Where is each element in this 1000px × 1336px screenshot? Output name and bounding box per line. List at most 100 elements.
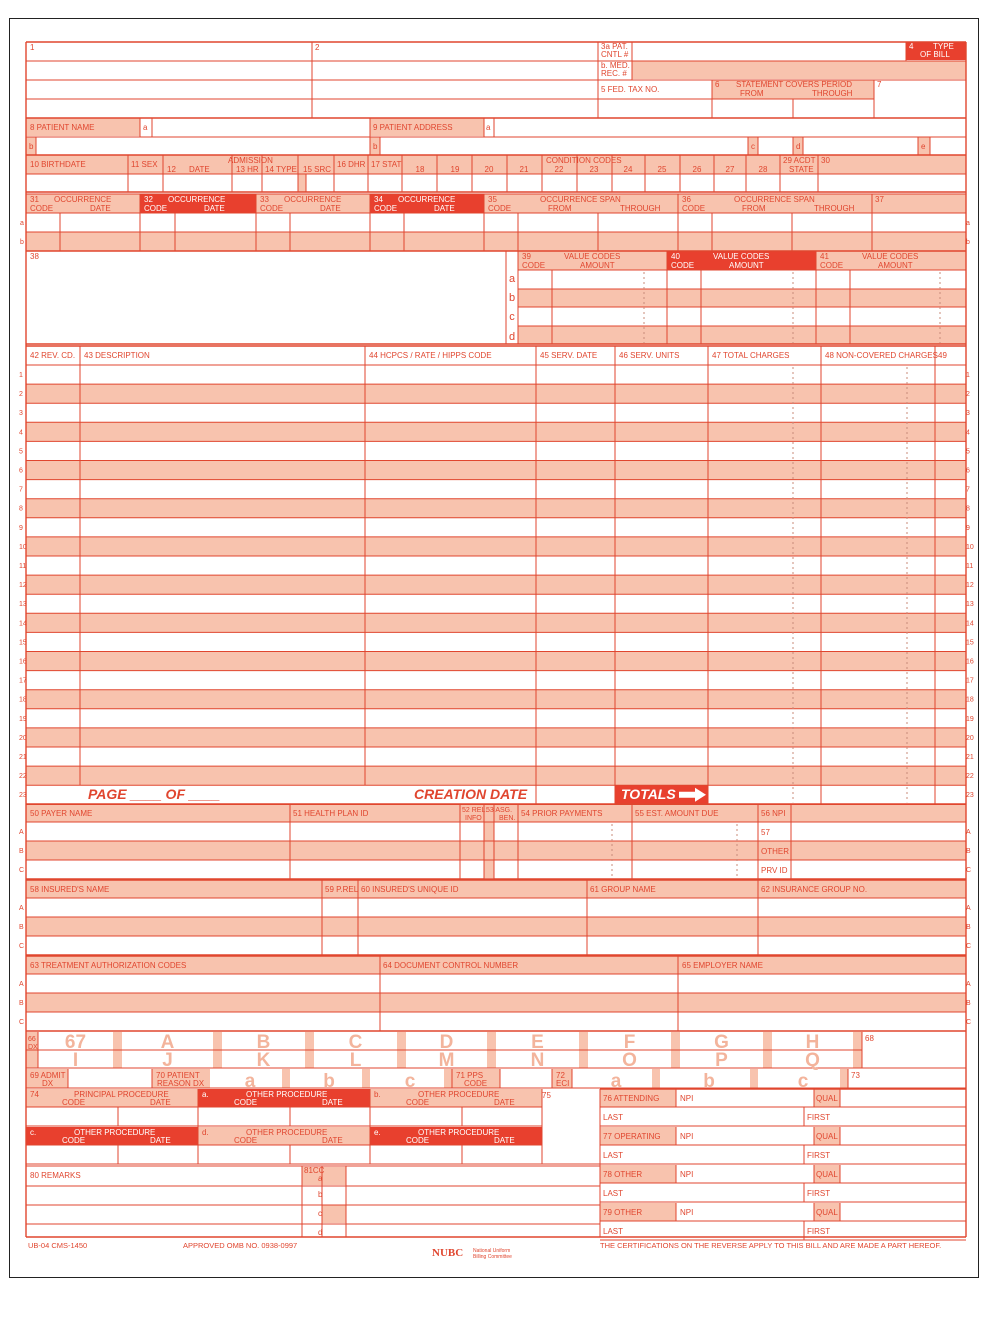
line-number: 1	[966, 372, 970, 379]
line-number: 16	[19, 659, 27, 666]
value-row-letter: b	[509, 292, 515, 304]
eci-label: 72	[556, 1071, 565, 1080]
group-name-label: 61 GROUP NAME	[590, 885, 656, 894]
procedure-title: OTHER PROCEDURE	[246, 1090, 327, 1099]
dx-separator	[444, 1069, 452, 1088]
address-e	[918, 137, 930, 155]
dx-slot-letter: C	[349, 1032, 363, 1053]
patient-address-header	[370, 118, 484, 136]
serv-date-label: 45 SERV. DATE	[540, 351, 597, 360]
line-number: 12	[19, 582, 27, 589]
procedure-title: OTHER PROCEDURE	[246, 1128, 327, 1137]
qual-shade	[814, 1203, 840, 1221]
patient-name-b-label: b	[29, 142, 34, 151]
procedure-code-label: CODE	[406, 1136, 429, 1145]
dx-separator	[652, 1069, 660, 1088]
type-of-bill-label: 4	[909, 42, 914, 51]
condition-code-num: 26	[693, 165, 702, 174]
nubc-subtitle: National Uniform	[473, 1248, 510, 1254]
physician-label: 76 ATTENDING	[603, 1094, 659, 1103]
med-rec-field[interactable]	[632, 61, 966, 79]
prior-payments-label: 54 PRIOR PAYMENTS	[521, 809, 603, 818]
line-number: 4	[966, 429, 970, 436]
service-line-shade	[26, 766, 966, 786]
line-number: 15	[966, 639, 974, 646]
procedure-date-label: DATE	[494, 1136, 515, 1145]
value-code-num: 39	[522, 252, 531, 261]
line-number: 22	[19, 773, 27, 780]
line-number: 22	[966, 773, 974, 780]
line-number: 23	[19, 792, 27, 799]
patient-name-header	[26, 118, 140, 136]
line-number: 13	[966, 601, 974, 608]
dx-separator	[840, 1069, 848, 1088]
line-number: 23	[966, 792, 974, 799]
service-line-shade	[26, 689, 966, 709]
dx-separator	[362, 1069, 370, 1088]
span-num: 36	[682, 195, 691, 204]
condition-code-num: 22	[555, 165, 564, 174]
payer-row-letter: C	[966, 867, 971, 874]
address-b	[370, 137, 380, 155]
other-procedure-e-header	[370, 1127, 542, 1145]
totals-arrow-icon	[679, 787, 706, 802]
procedure-num: 74	[30, 1090, 39, 1099]
condition-code-num: 23	[590, 165, 599, 174]
physician-qual-label: QUAL	[816, 1170, 838, 1179]
cc-code-shade	[322, 1205, 346, 1223]
physician-last-label: LAST	[603, 1189, 623, 1198]
occurrence-num: 34	[374, 195, 383, 204]
omb-number: APPROVED OMB NO. 0938-0997	[183, 1241, 297, 1250]
physician-label: 79 OTHER	[603, 1208, 642, 1217]
totals-label: TOTALS	[621, 786, 676, 802]
service-line-shade	[26, 651, 966, 671]
procedure-title: OTHER PROCEDURE	[74, 1128, 155, 1137]
patient-reason-label: REASON DX	[157, 1079, 205, 1088]
acdt-state-label: 29 ACDT	[783, 156, 816, 165]
line-number: 7	[19, 487, 23, 494]
row10-header	[26, 155, 966, 174]
line-number: 2	[19, 391, 23, 398]
line-number: 13	[19, 601, 27, 608]
stat-label: 17 STAT	[371, 160, 401, 169]
procedure-code-label: CODE	[406, 1098, 429, 1107]
occurrence-title: OCCURRENCE	[168, 195, 225, 204]
value-row-letter: d	[509, 331, 515, 343]
condition-code-num: 28	[759, 165, 768, 174]
statement-period-label: 6	[715, 80, 720, 89]
occurrence-code-label: CODE	[30, 204, 53, 213]
hcpcs-label: 44 HCPCS / RATE / HIPPS CODE	[369, 351, 492, 360]
condition-code-num: 20	[485, 165, 494, 174]
physician-last-label: LAST	[603, 1227, 623, 1236]
address-e-label: e	[921, 142, 926, 151]
statement-period-label: STATEMENT COVERS PERIOD	[736, 80, 852, 89]
insured-row-letter: A	[19, 905, 24, 912]
other-prv-id-label: OTHER	[761, 847, 789, 856]
serv-units-label: 46 SERV. UNITS	[619, 351, 679, 360]
patient-address-a: a	[486, 123, 491, 132]
insured-row-letter: C	[19, 943, 24, 950]
line-number: 9	[966, 525, 970, 532]
reason-dx-shade	[152, 1069, 210, 1088]
eci-letter: c	[798, 1071, 809, 1092]
occurrence-code-label: CODE	[144, 204, 167, 213]
line-number: 17	[966, 678, 974, 685]
procedure-code-label: CODE	[234, 1098, 257, 1107]
payer-row-letter: B	[19, 848, 24, 855]
physician-qual-label: QUAL	[816, 1208, 838, 1217]
value-amount-label: AMOUNT	[729, 261, 764, 270]
line-number: 7	[966, 487, 970, 494]
dx-separator	[750, 1069, 758, 1088]
procedure-letter: a.	[202, 1090, 209, 1099]
value-code-num: 41	[820, 252, 829, 261]
occurrence-num: 31	[30, 195, 39, 204]
rel-info-label: INFO	[465, 815, 482, 822]
procedure-date-label: DATE	[494, 1098, 515, 1107]
line-number: 16	[966, 659, 974, 666]
value-code-label: CODE	[820, 261, 843, 270]
cc-row-letter: a	[318, 1174, 323, 1183]
procedure-date-label: DATE	[322, 1098, 343, 1107]
dx-slot-letter: H	[806, 1032, 820, 1053]
line-number: 11	[19, 563, 26, 570]
procedure-title: PRINCIPAL PROCEDURE	[74, 1090, 169, 1099]
